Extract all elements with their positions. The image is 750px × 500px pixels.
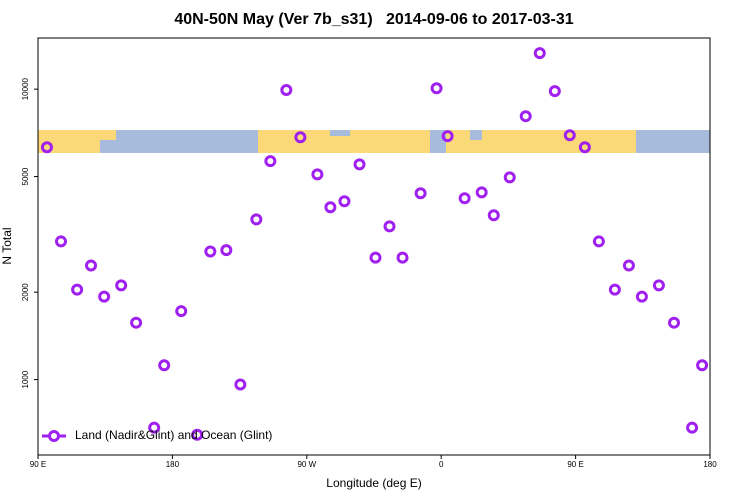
y-tick-label: 10000	[21, 77, 30, 100]
point	[578, 141, 591, 154]
x-tick-label: 90 W	[297, 460, 316, 469]
x-tick-label: 90 E	[30, 460, 46, 469]
point	[234, 378, 247, 391]
chart-title: 40N-50N May (Ver 7b_s31) 2014-09-06 to 2…	[174, 11, 573, 28]
point	[353, 158, 366, 171]
x-tick-label: 90 E	[567, 460, 583, 469]
point	[635, 290, 648, 303]
plot-frame	[37, 37, 711, 456]
point	[414, 187, 427, 200]
point	[158, 359, 171, 372]
point	[383, 220, 396, 233]
point	[40, 141, 53, 154]
x-axis-label: Longitude (deg E)	[326, 476, 421, 490]
point	[175, 305, 188, 318]
point	[311, 168, 324, 181]
x-tick-label: 0	[439, 460, 444, 469]
point	[71, 283, 84, 296]
point	[54, 235, 67, 248]
point	[487, 209, 500, 222]
point	[294, 131, 307, 144]
point	[130, 316, 143, 329]
y-tick-label: 2000	[21, 283, 30, 301]
point	[264, 155, 277, 168]
point	[475, 186, 488, 199]
point	[668, 316, 681, 329]
point	[324, 201, 337, 214]
point	[622, 259, 635, 272]
point	[563, 129, 576, 142]
point	[696, 359, 709, 372]
y-tick-label: 5000	[21, 167, 30, 185]
point	[608, 283, 621, 296]
point	[548, 85, 561, 98]
point	[148, 421, 161, 434]
point	[430, 82, 443, 95]
point	[250, 213, 263, 226]
y-axis-label: N Total	[0, 227, 14, 264]
point	[458, 192, 471, 205]
point	[652, 279, 665, 292]
point	[503, 171, 516, 184]
point	[204, 245, 217, 258]
legend-label: Land (Nadir&Glint) and Ocean (Glint)	[75, 428, 272, 442]
point	[519, 110, 532, 123]
x-tick-label: 180	[166, 460, 180, 469]
point	[115, 279, 128, 292]
point	[441, 130, 454, 143]
point	[533, 47, 546, 60]
point	[85, 259, 98, 272]
point	[396, 251, 409, 264]
y-tick-label: 1000	[21, 370, 30, 388]
point	[369, 251, 382, 264]
x-tick-label: 180	[703, 460, 717, 469]
point	[592, 235, 605, 248]
legend-marker	[48, 430, 60, 442]
map-strip	[38, 130, 710, 153]
point	[338, 195, 351, 208]
point	[280, 84, 293, 97]
point	[686, 421, 699, 434]
point	[191, 428, 204, 441]
point	[220, 244, 233, 257]
point	[98, 290, 111, 303]
